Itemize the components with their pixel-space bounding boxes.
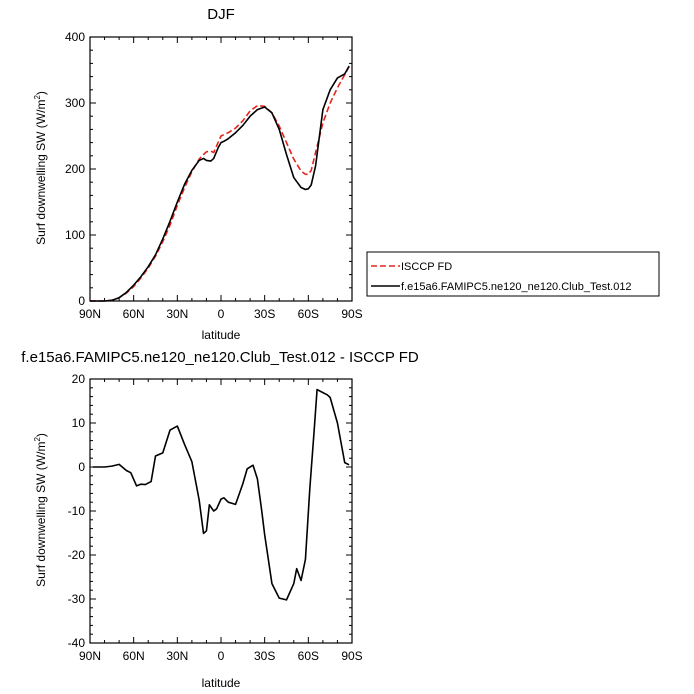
top-y-axis-label-main: Surf downwelling SW (W/m: [34, 100, 48, 245]
top-series-line-1: [90, 65, 350, 302]
top-plot-area: 90N 60N 30N 0 30S 60S 90S 0 100 200 300 400: [65, 30, 363, 321]
top-x-tick-label: 90N: [79, 307, 101, 321]
top-y-axis-label: Surf downwelling SW (W/m2): [33, 91, 48, 245]
bottom-x-tick-label: 30N: [166, 649, 188, 663]
bottom-y-tick-label: 10: [72, 416, 86, 430]
bottom-chart-title: f.e15a6.FAMIPC5.ne120_ne120.Club_Test.01…: [21, 349, 419, 366]
top-y-tick-label: 200: [65, 162, 85, 176]
bottom-y-tick-label: -20: [68, 548, 86, 562]
bottom-y-tick-label: -30: [68, 592, 86, 606]
top-panel: DJF 90N 60N 30N 0 30S 60S 90S 0 100 200 300 400 lat…: [33, 6, 660, 342]
top-x-tick-label: 0: [218, 307, 225, 321]
bottom-panel: f.e15a6.FAMIPC5.ne120_ne120.Club_Test.01…: [21, 349, 419, 690]
bottom-y-axis-label-main: Surf downwelling SW (W/m: [34, 442, 48, 587]
legend-box: [366, 251, 660, 297]
bottom-x-tick-label: 0: [218, 649, 225, 663]
bottom-series-line-0: [92, 388, 350, 601]
top-y-axis-label-close: ): [34, 91, 48, 95]
top-x-axis-label: latitude: [202, 328, 241, 342]
legend: ISCCP FD f.e15a6.FAMIPC5.ne120_ne120.Clu…: [366, 251, 660, 297]
legend-label-isccp: ISCCP FD: [401, 261, 452, 273]
top-x-tick-label: 60S: [298, 307, 319, 321]
bottom-x-tick-label: 60N: [123, 649, 145, 663]
top-y-tick-label: 300: [65, 96, 85, 110]
top-y-axis-label-sup: 2: [33, 95, 42, 100]
top-x-tick-label: 90S: [341, 307, 362, 321]
top-y-tick-label: 100: [65, 228, 85, 242]
bottom-y-tick-label: 0: [78, 460, 85, 474]
top-x-tick-label: 30N: [166, 307, 188, 321]
bottom-x-axis-label: latitude: [202, 676, 241, 690]
top-x-tick-label: 30S: [254, 307, 275, 321]
bottom-x-tick-label: 30S: [254, 649, 275, 663]
legend-label-model: f.e15a6.FAMIPC5.ne120_ne120.Club_Test.01…: [401, 281, 632, 293]
bottom-y-tick-label: -10: [68, 504, 86, 518]
bottom-y-axis-label-sup: 2: [33, 437, 42, 442]
bottom-plot-area: 90N 60N 30N 0 30S 60S 90S -40 -30 -20 -10 0 10 20: [68, 372, 363, 663]
top-y-tick-label: 400: [65, 30, 85, 44]
top-x-tick-label: 60N: [123, 307, 145, 321]
top-plot-frame: [89, 36, 353, 302]
top-y-tick-label: 0: [78, 294, 85, 308]
bottom-x-tick-label: 90S: [341, 649, 362, 663]
top-series-line-0: [90, 66, 350, 302]
top-chart-title: DJF: [207, 6, 235, 23]
bottom-y-tick-label: -40: [68, 636, 86, 650]
bottom-x-tick-label: 90N: [79, 649, 101, 663]
bottom-plot-frame: [89, 378, 353, 644]
bottom-y-tick-label: 20: [72, 372, 86, 386]
bottom-y-axis-label-close: ): [34, 433, 48, 437]
bottom-y-axis-label: Surf downwelling SW (W/m2): [33, 433, 48, 587]
bottom-x-tick-label: 60S: [298, 649, 319, 663]
